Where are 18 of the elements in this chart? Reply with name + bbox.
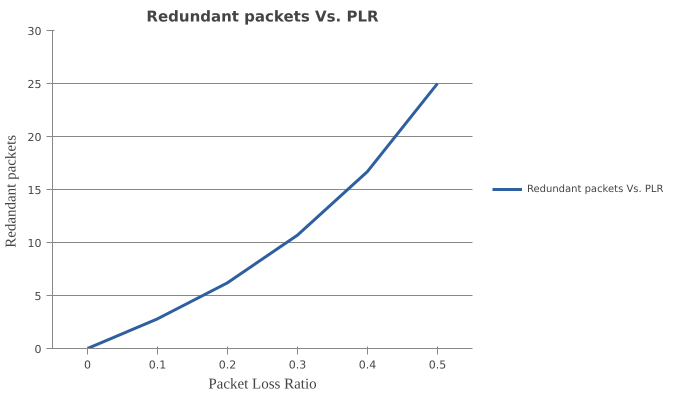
y-tick-label: 30 — [28, 25, 42, 38]
x-axis-title: Packet Loss Ratio — [208, 376, 317, 392]
x-tick-label: 0.3 — [288, 358, 306, 372]
y-tick-label: 0 — [34, 343, 42, 356]
y-tick-label: 20 — [28, 131, 42, 144]
y-tick-label: 10 — [28, 237, 42, 250]
chart-title: Redundant packets Vs. PLR — [146, 8, 380, 26]
y-axis-title: Redandant packets — [4, 134, 20, 248]
y-tick-label: 15 — [28, 184, 42, 197]
legend-label: Redundant packets Vs. PLR — [527, 184, 664, 194]
y-tick-label: 25 — [28, 78, 42, 91]
x-tick-label: 0.5 — [428, 358, 446, 372]
x-tick-label: 0.1 — [148, 358, 166, 372]
line-series — [86, 82, 439, 348]
y-tick-label: 5 — [34, 290, 42, 303]
x-tick-label: 0 — [84, 358, 91, 372]
x-tick-label: 0.2 — [218, 358, 236, 372]
x-tick-label: 0.4 — [358, 358, 376, 372]
